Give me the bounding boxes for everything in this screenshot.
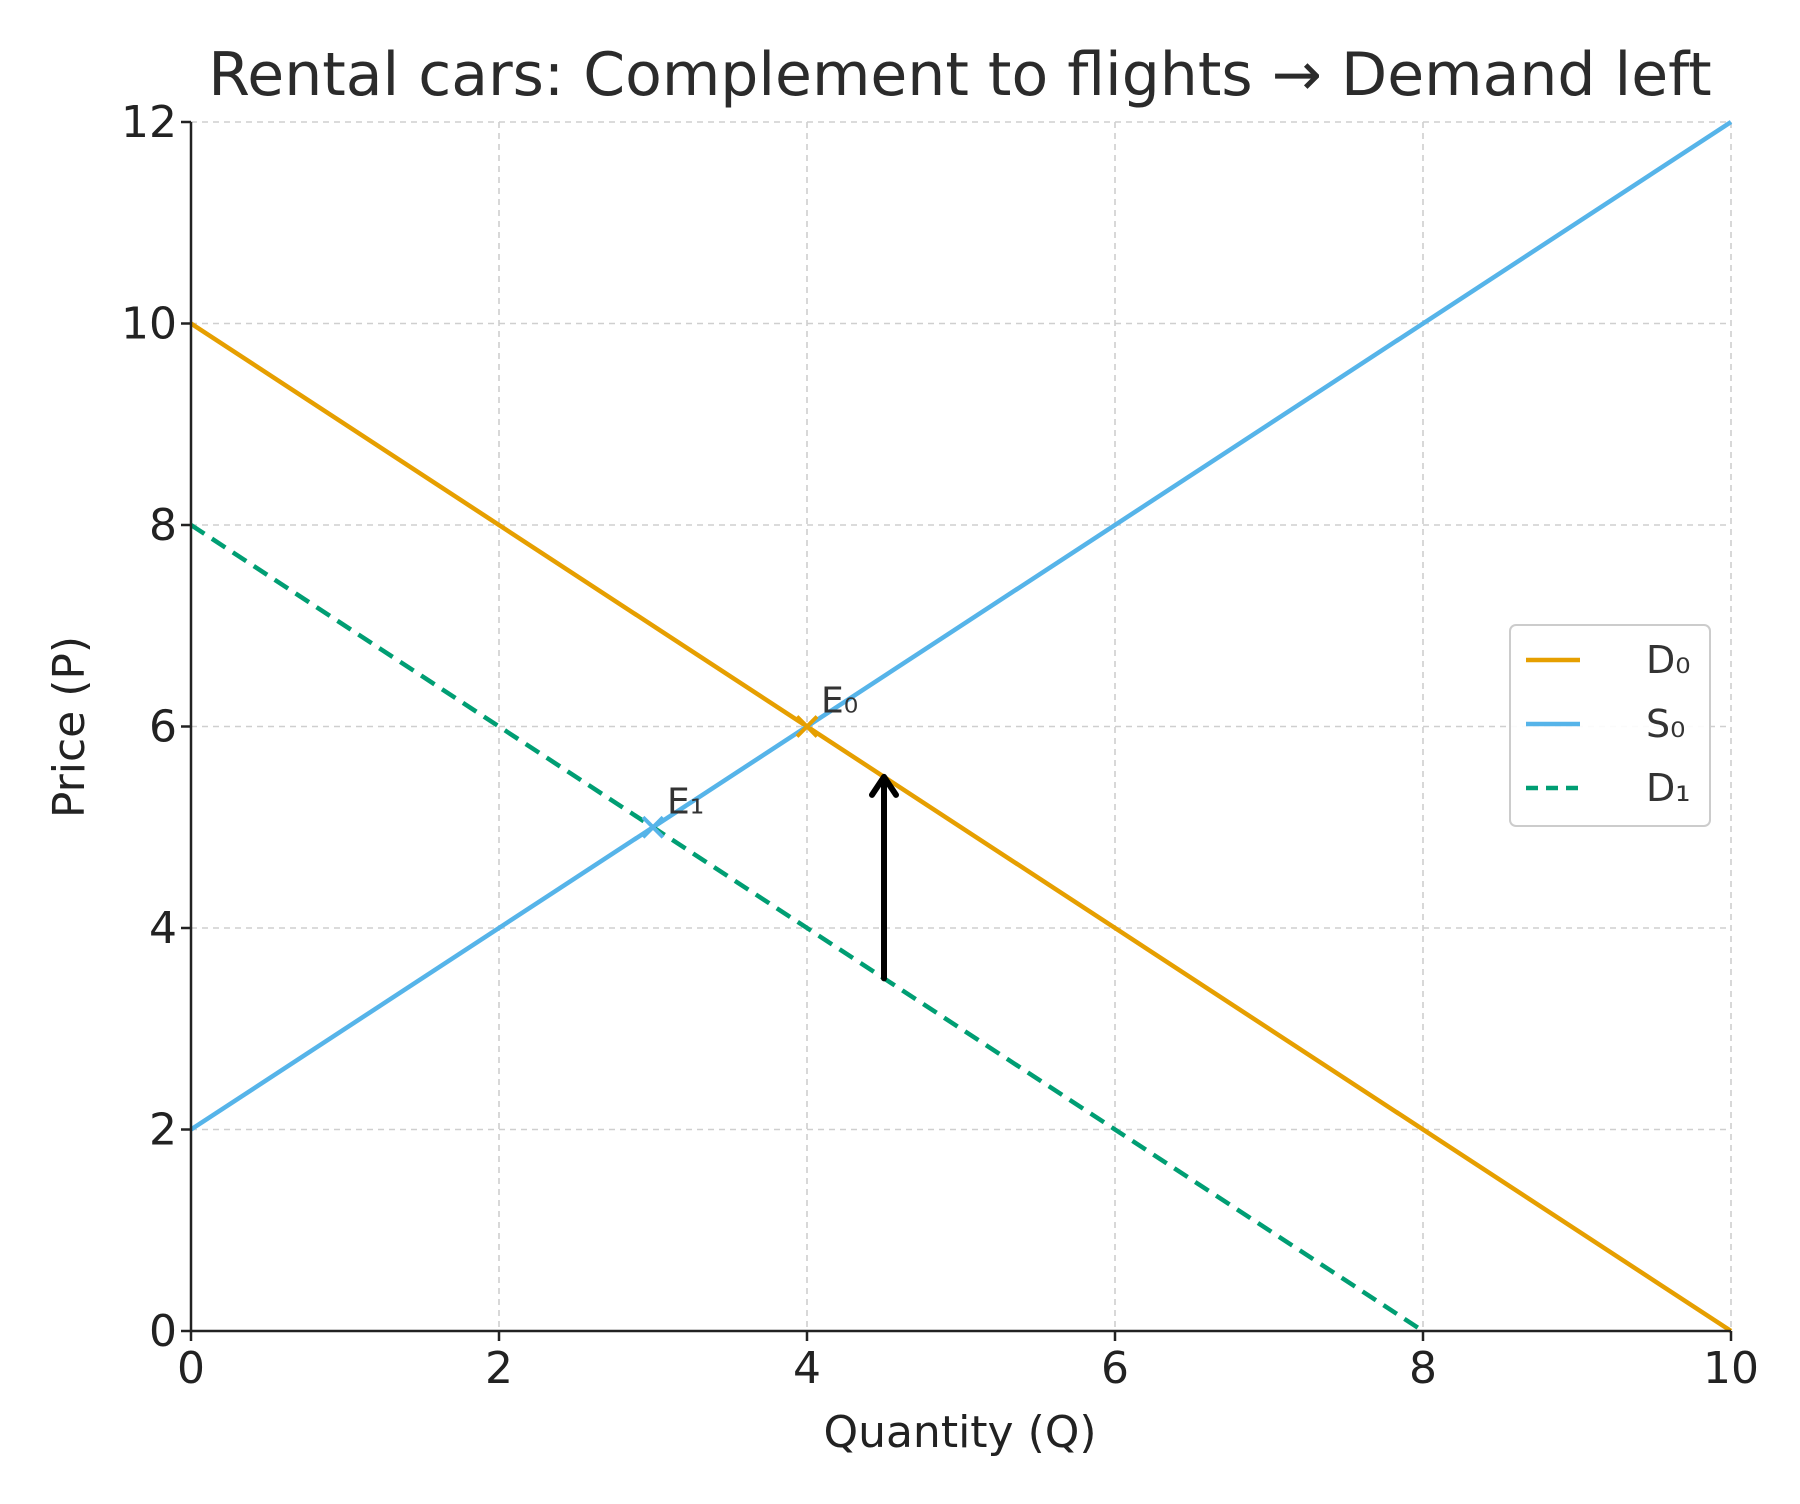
point-marker (641, 815, 665, 839)
tick-labels: 0 2 4 6 8 10 0 2 4 6 8 10 12 (121, 97, 1759, 1394)
y-tick-label: 10 (121, 299, 177, 350)
y-tick-label: 0 (149, 1306, 177, 1357)
y-tick-label: 6 (149, 702, 177, 753)
point-label: E₀ (821, 681, 858, 722)
legend-item-2: S₀ (1526, 702, 1685, 746)
legend-label: D₁ (1646, 766, 1691, 810)
x-tick-label: 6 (1101, 1343, 1129, 1394)
y-tick-label: 8 (149, 500, 177, 551)
legend-label: S₀ (1646, 702, 1685, 746)
point-marker (795, 715, 819, 738)
series-line-1 (189, 321, 1733, 1333)
legend: D₀ S₀ D₁ (1509, 624, 1711, 827)
y-tick-label: 2 (149, 1105, 177, 1156)
grid (190, 121, 1732, 1332)
legend-item-1: D₀ (1526, 638, 1691, 682)
y-axis-label: Price (P) (44, 636, 95, 818)
legend-label: D₀ (1646, 638, 1691, 682)
series-lines (189, 120, 1733, 1333)
series-line-2 (189, 120, 1733, 1132)
legend-item-3: D₁ (1526, 766, 1691, 810)
x-tick-label: 10 (1703, 1343, 1759, 1394)
x-axis-label: Quantity (Q) (823, 1407, 1096, 1458)
y-tick-label: 12 (121, 97, 177, 148)
x-tick-label: 0 (177, 1343, 205, 1394)
equilibrium-point-1: E₀ (795, 681, 858, 738)
shift-arrow (869, 773, 899, 982)
x-tick-label: 2 (485, 1343, 513, 1394)
legend-box (1509, 624, 1711, 827)
legend-items: D₀ S₀ D₁ (1526, 638, 1691, 810)
equilibrium-point-2: E₁ (641, 781, 704, 839)
x-tick-label: 4 (793, 1343, 821, 1394)
shift-arrow-head (869, 773, 899, 798)
point-label: E₁ (667, 781, 704, 822)
y-tick-label: 4 (149, 903, 177, 954)
equilibrium-points: E₀ E₁ (641, 681, 858, 839)
series-line-3 (189, 523, 1425, 1333)
chart-title: Rental cars: Complement to flights → Dem… (208, 40, 1711, 110)
x-tick-label: 8 (1409, 1343, 1437, 1394)
